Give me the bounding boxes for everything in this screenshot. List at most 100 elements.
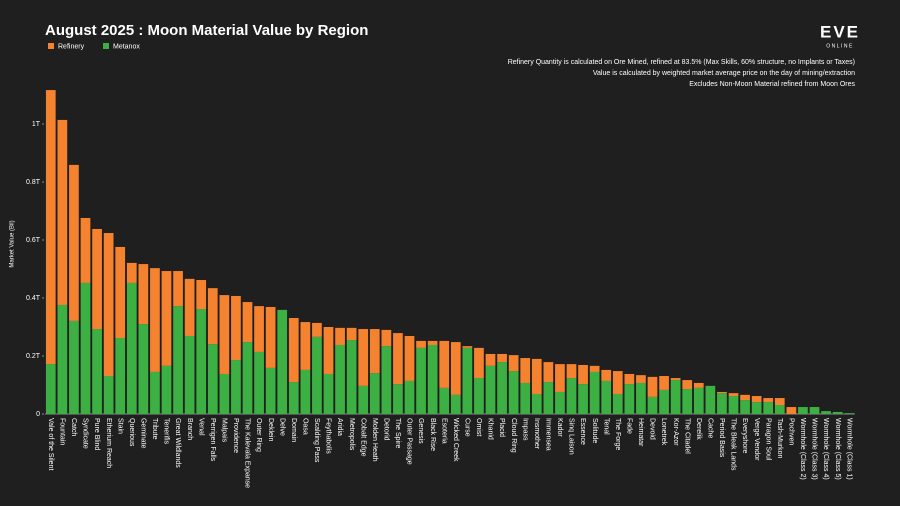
- bar-segment: [601, 369, 612, 381]
- bar-segment: [126, 262, 137, 283]
- bar-segment: [612, 393, 623, 414]
- bar-segment: [346, 340, 357, 414]
- x-tick-label: Tenerifis: [163, 418, 170, 445]
- bar-segment: [474, 378, 484, 414]
- x-tick-label: Essence: [579, 418, 586, 445]
- bar-segment: [393, 384, 403, 414]
- logo-sub: ONLINE: [826, 43, 854, 49]
- bar-segment: [300, 322, 311, 370]
- bar-segment: [624, 373, 635, 385]
- bar-segment: [740, 400, 750, 414]
- bar-segment: [265, 367, 276, 414]
- bar-segment: [647, 376, 658, 397]
- bar-segment: [126, 282, 137, 414]
- bar-segment: [844, 413, 855, 414]
- bar-segment: [80, 217, 91, 283]
- bar-segment: [288, 382, 299, 414]
- bar-segment: [69, 164, 79, 321]
- x-tick-label: Tribute: [151, 418, 158, 440]
- bar-segment: [543, 362, 554, 383]
- bar-segment: [288, 318, 299, 383]
- bar-segment: [601, 380, 612, 414]
- x-tick-label: Sinq Laison: [568, 418, 575, 455]
- note: Value is calculated by weighted market a…: [593, 70, 855, 77]
- x-tick-label: Catch: [70, 418, 77, 436]
- x-tick-label: Curse: [464, 418, 471, 437]
- bar-segment: [439, 340, 450, 388]
- bar-segment: [717, 391, 727, 394]
- bar-segment: [717, 393, 727, 414]
- bar-segment: [508, 355, 519, 372]
- x-tick-label: Pure Blind: [93, 418, 100, 450]
- bar-segment: [57, 304, 68, 414]
- bar-segment: [231, 295, 241, 361]
- bar-segment: [774, 398, 785, 406]
- bar-segment: [566, 378, 577, 414]
- x-tick-label: Cache: [707, 418, 714, 438]
- x-tick-label: Syndicate: [82, 418, 89, 449]
- x-tick-label: The Citadel: [683, 418, 690, 454]
- bar-segment: [543, 382, 554, 414]
- y-tick-label: 0: [36, 411, 40, 418]
- x-tick-label: Querious: [128, 418, 135, 447]
- bar-segment: [393, 333, 403, 385]
- y-tick-label: 0.6T: [26, 237, 41, 244]
- bar-segment: [254, 306, 264, 352]
- x-tick-label: Kador: [556, 418, 563, 437]
- x-tick-label: Tash-Murkon: [776, 418, 783, 459]
- x-tick-label: Etherium Reach: [105, 418, 112, 468]
- y-tick-label: 0.8T: [26, 179, 41, 186]
- bar-segment: [150, 268, 160, 372]
- bar-segment: [508, 371, 519, 414]
- x-tick-label: Cobalt Edge: [359, 418, 366, 457]
- x-tick-label: Vale of the Silent: [47, 418, 54, 470]
- bar-segment: [774, 405, 785, 414]
- bar-segment: [705, 385, 716, 414]
- bar-segment: [335, 344, 345, 414]
- bar-segment: [92, 228, 102, 330]
- bar-segment: [300, 369, 311, 414]
- bar-segment: [670, 378, 681, 381]
- bar-segment: [485, 365, 496, 414]
- x-tick-label: The Spire: [394, 418, 401, 448]
- bar-segment: [763, 398, 774, 403]
- x-tick-label: Feythabolis: [325, 418, 332, 454]
- chart-title: August 2025 : Moon Material Value by Reg…: [45, 22, 368, 39]
- x-tick-label: Period Basis: [718, 418, 725, 458]
- x-tick-label: Aridia: [336, 418, 343, 436]
- bar-segment: [381, 329, 392, 347]
- bar-segment: [219, 295, 230, 374]
- bar-segment: [57, 119, 68, 305]
- bar-segment: [821, 411, 831, 414]
- x-tick-label: The Forge: [614, 418, 621, 450]
- x-tick-label: Wicked Creek: [452, 418, 459, 462]
- x-tick-label: Delve: [278, 418, 285, 436]
- bar-segment: [578, 364, 588, 385]
- bar-segment: [578, 384, 588, 414]
- note: Refinery Quantity is calculated on Ore M…: [508, 59, 855, 66]
- bar-segment: [312, 322, 322, 337]
- x-tick-label: Paragon Soul: [764, 418, 771, 461]
- x-tick-label: Derelik: [695, 418, 702, 440]
- x-tick-label: Malpais: [221, 418, 228, 443]
- bar-segment: [832, 411, 843, 414]
- x-tick-label: Perrigen Falls: [209, 418, 216, 462]
- y-tick-label: 1T: [32, 121, 41, 128]
- x-tick-label: The Bleak Lands: [730, 418, 737, 471]
- x-tick-label: Domain: [290, 418, 297, 442]
- bar-segment: [196, 309, 207, 414]
- x-tick-label: Verge Vendor: [753, 418, 760, 461]
- bar-segment: [404, 380, 415, 414]
- bar-segment: [624, 384, 635, 414]
- x-tick-label: Placid: [498, 418, 505, 437]
- bar-segment: [566, 364, 577, 379]
- bar-segment: [161, 365, 172, 414]
- bar-segment: [173, 306, 183, 414]
- bar-segment: [798, 407, 808, 414]
- y-tick-label: 0.4T: [26, 295, 41, 302]
- bar-segment: [150, 371, 160, 414]
- bar-segment: [427, 344, 438, 414]
- bar-segment: [693, 387, 704, 414]
